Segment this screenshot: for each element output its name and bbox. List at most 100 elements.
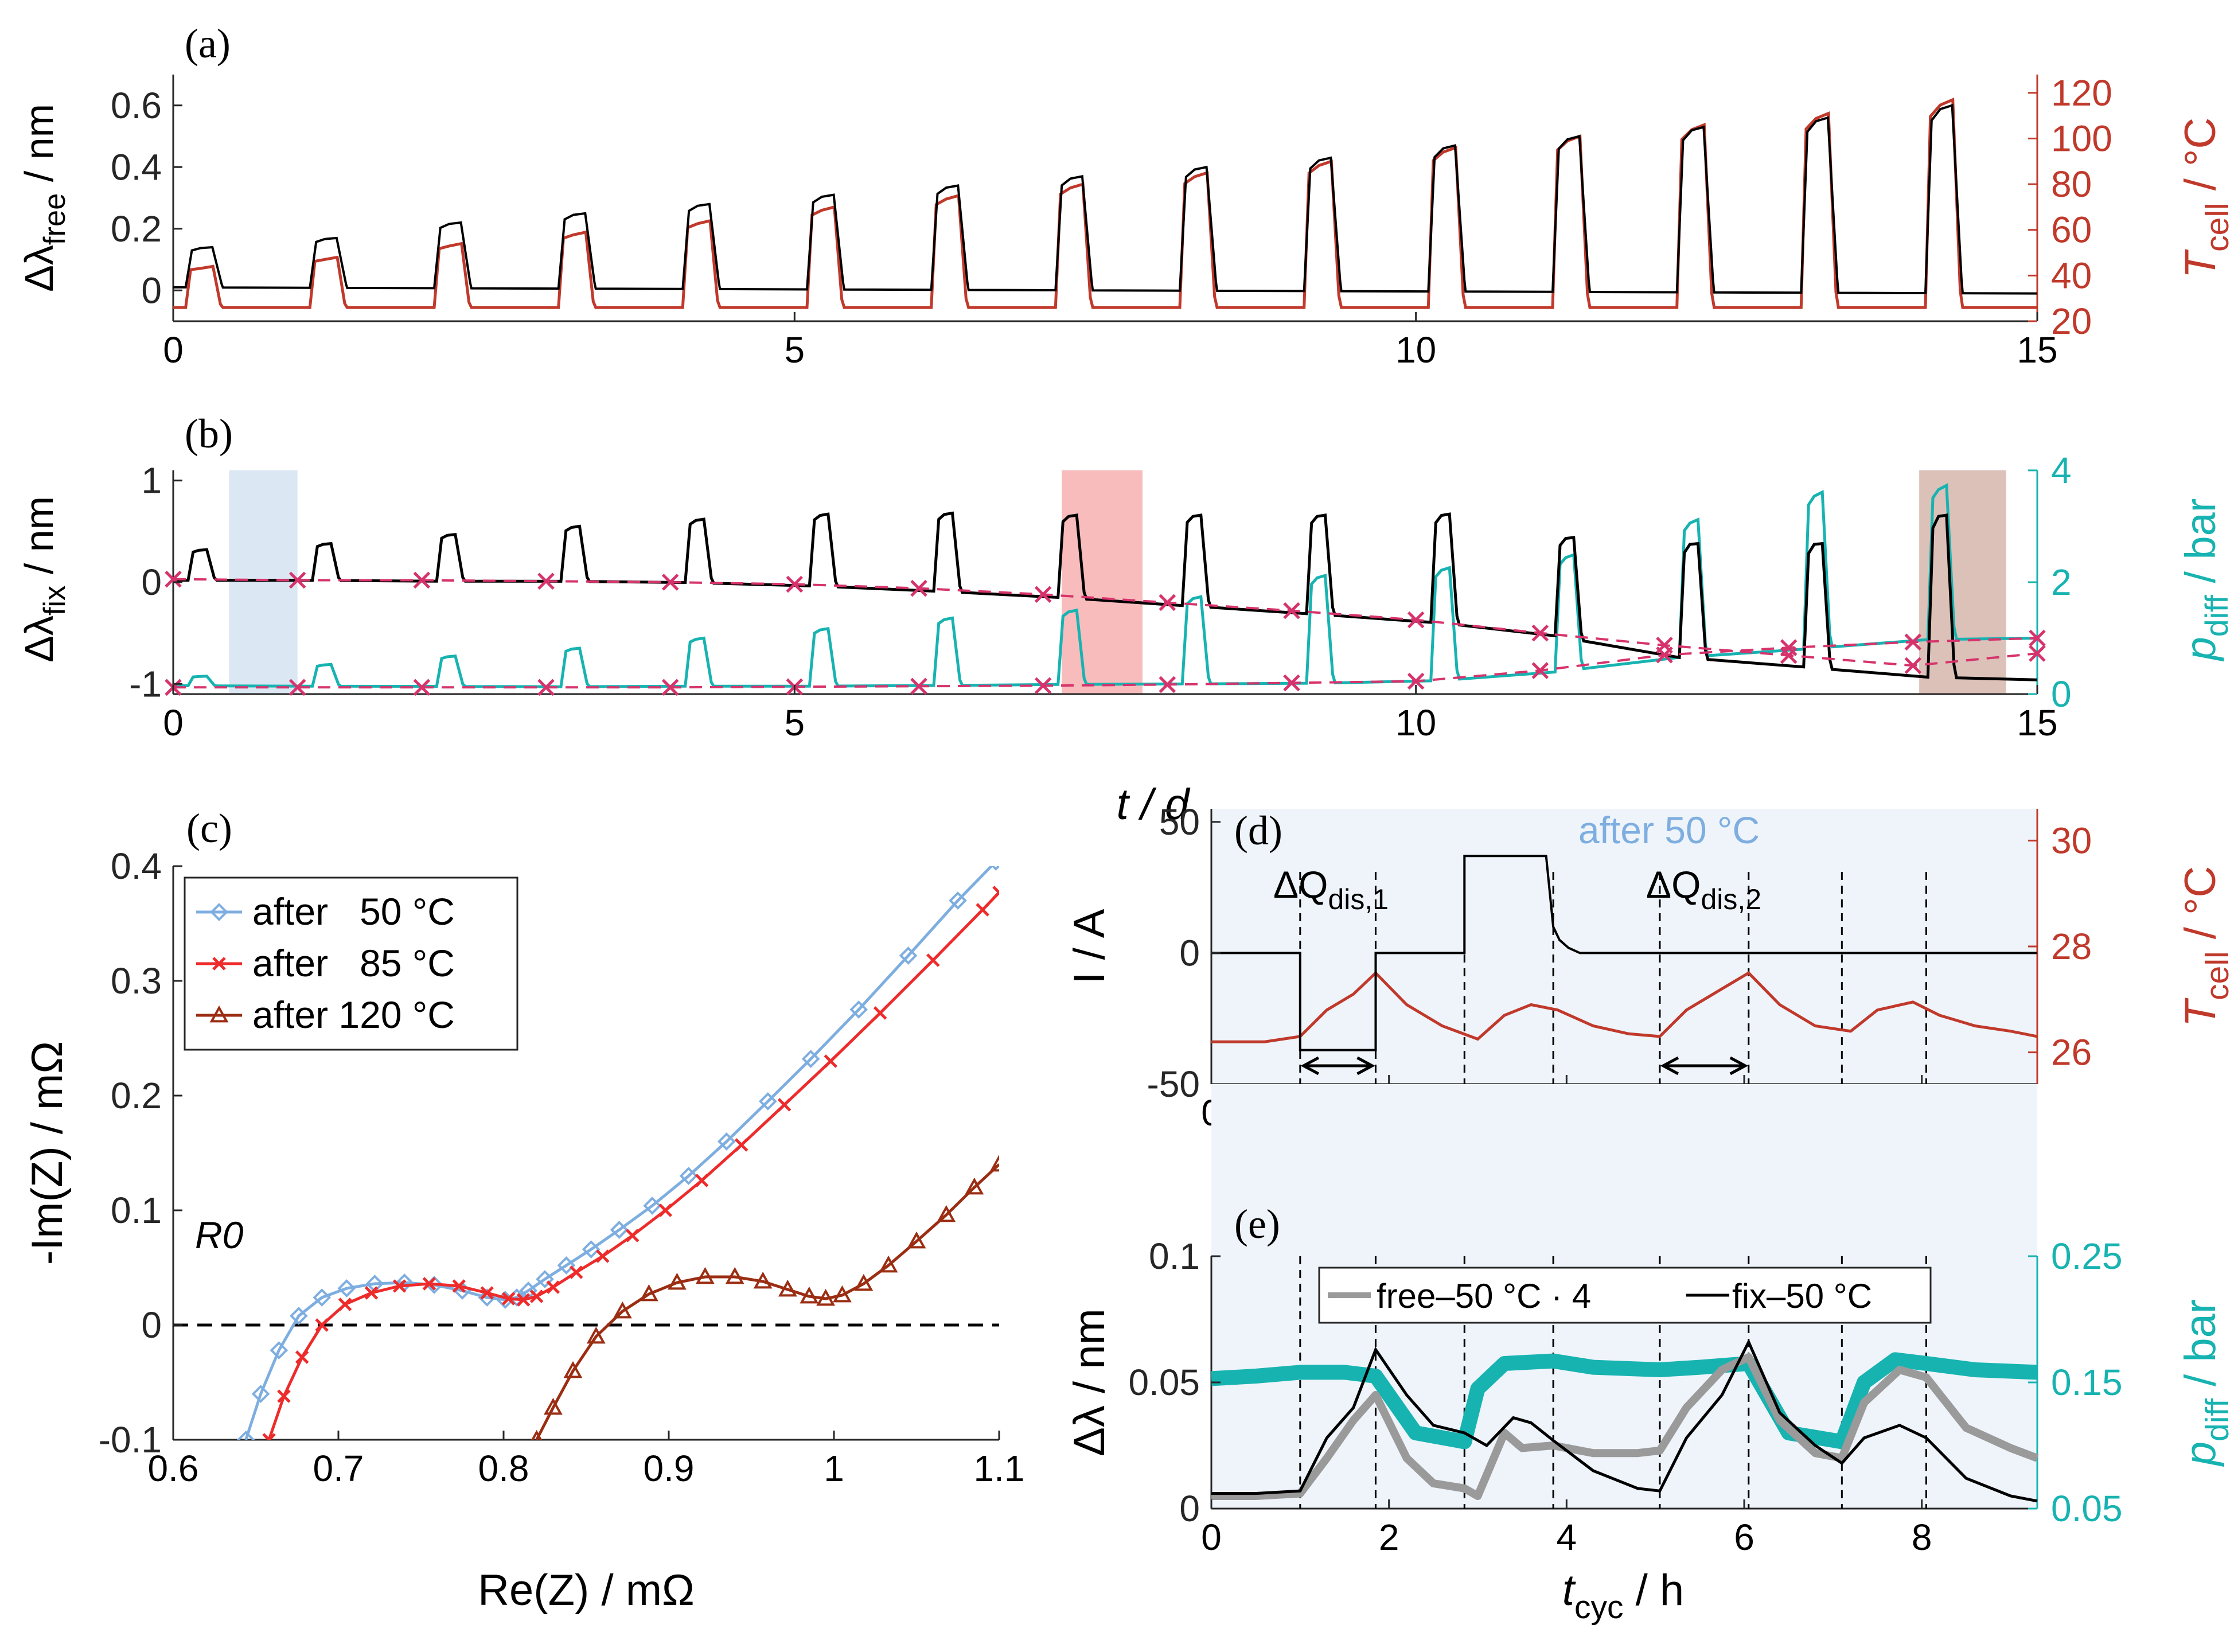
marker-diamond: [991, 866, 999, 871]
panel-a-right-ytick-label: 120: [2051, 72, 2112, 114]
panel-c-xtick-label: 1.1: [974, 1448, 1025, 1489]
delta-q-arrow-2: [1660, 1056, 1749, 1076]
series-t-cell-a: [173, 98, 2037, 309]
series-fix-50: [1211, 1338, 2038, 1503]
panel-b-ytick-label: -1: [129, 663, 162, 704]
panel-e-gap-background: [1211, 1084, 2037, 1256]
panel-c-xtick-label: 0.7: [313, 1448, 364, 1489]
series-triangle-line: [535, 1163, 999, 1440]
panel-d-ytick-label: 0: [1179, 932, 1200, 973]
panel-a-right-ytick-label: 60: [2051, 209, 2092, 251]
panel-d-right-ytick-label: 26: [2051, 1032, 2092, 1073]
marker-p-diff: [1034, 677, 1052, 695]
annotation-delta-q: ΔQdis,2: [1646, 863, 1761, 915]
marker-p-diff: [1407, 672, 1425, 690]
marker-triangle: [907, 1231, 926, 1249]
panel-e: free–50 °C · 4 fix–50 °C 0 2 4 6 8 0 0.05 0.1 0.05…: [1065, 1084, 2236, 1626]
panel-b-xtick-label: 10: [1395, 702, 1436, 743]
panel-a-right-ytick-label: 80: [2051, 163, 2092, 205]
panel-e-ytick-label: 0.1: [1149, 1236, 1200, 1277]
marker-delta-lambda-fix: [910, 579, 927, 597]
marker-x: [501, 1292, 516, 1306]
panel-c-ylabel: -Im(Z) / mΩ: [23, 1041, 72, 1265]
marker-x: [695, 1174, 709, 1187]
marker-diamond: [313, 1288, 332, 1307]
legend-box: [1318, 1267, 1932, 1324]
panel-label-c: (c): [186, 805, 232, 851]
marker-x: [277, 1389, 291, 1403]
marker-triangle: [989, 1154, 999, 1172]
shaded-region-1: [229, 470, 298, 694]
panel-e-ylabel-right: pdiff / bar: [2176, 1299, 2236, 1467]
panel-c-xtick-label: 0.6: [148, 1448, 199, 1489]
panel-e-xlabel: tcyc / h: [1562, 1566, 1684, 1626]
series-p-diff-e: [1211, 1352, 2038, 1450]
panel-a-ytick-label: 0.2: [111, 208, 162, 250]
marker-p-diff: [2029, 629, 2046, 647]
marker-delta-lambda-fix: [1780, 646, 1798, 664]
delta-q-arrow-1: [1300, 1056, 1375, 1076]
marker-delta-lambda-fix: [1283, 602, 1300, 620]
panel-c-series: [236, 866, 999, 1440]
panel-c-ytick-label: -0.1: [99, 1419, 162, 1460]
series-delta-lambda-fix: [173, 511, 2038, 681]
panel-c-ytick-label: 0: [141, 1304, 162, 1346]
panel-e-xtick-label: 0: [1201, 1517, 1222, 1558]
marker-diamond: [801, 1050, 820, 1068]
marker-x: [546, 1280, 560, 1294]
legend-label-fix: fix–50 °C: [1732, 1277, 1872, 1315]
marker-triangle: [800, 1286, 819, 1304]
panel-d-right-ytick-label: 28: [2051, 926, 2092, 967]
panel-e-right-ytick-label: 0.05: [2051, 1488, 2123, 1529]
marker-delta-lambda-fix: [661, 574, 679, 591]
marker-diamond: [290, 1307, 308, 1325]
panel-c-xtick-label: 1: [824, 1448, 844, 1489]
marker-diamond: [679, 1167, 698, 1185]
panel-e-ytick-label: 0: [1179, 1488, 1200, 1529]
panel-a-right-ytick-label: 20: [2051, 301, 2092, 342]
panel-a-right-ytick-label: 40: [2051, 255, 2092, 296]
marker-p-diff: [413, 679, 431, 696]
panel-b-ytick-label: 0: [141, 562, 162, 603]
marker-delta-lambda-fix: [288, 571, 306, 589]
panel-e-xtick-label: 4: [1557, 1517, 1577, 1558]
marker-x: [392, 1279, 407, 1293]
marker-x: [596, 1249, 610, 1263]
panel-label-d: (d): [1234, 808, 1282, 854]
marker-diamond: [557, 1256, 576, 1275]
panel-a-xtick-label: 10: [1395, 329, 1436, 371]
marker-p-diff: [910, 677, 927, 695]
panel-label-b: (b): [185, 411, 233, 457]
legend-label: after 85 °C: [252, 942, 455, 984]
panel-e-xtick-label: 2: [1379, 1517, 1399, 1558]
marker-delta-lambda-fix: [165, 570, 182, 588]
marker-p-diff: [1780, 639, 1798, 656]
panel-b-ylabel-right: pdiff / bar: [2177, 498, 2235, 662]
panel-e-ytick-label: 0.05: [1128, 1362, 1200, 1403]
marker-diamond: [251, 1385, 270, 1403]
panel-c: 0.6 0.7 0.8 0.9 1 1.1 -0.1 0 0.1 0.2 0.3 0.4 Re(Z) /…: [23, 846, 1024, 1615]
marker-delta-lambda-fix: [1159, 594, 1176, 611]
marker-diamond: [236, 1431, 255, 1440]
marker-diamond: [717, 1132, 736, 1151]
marker-p-diff: [661, 679, 679, 696]
marker-diamond: [758, 1092, 777, 1111]
panel-a-right-ytick-label: 100: [2051, 118, 2112, 159]
marker-x: [873, 1006, 887, 1020]
legend-marker-diamond: [210, 903, 228, 921]
panel-c-xtick-label: 0.8: [478, 1448, 529, 1489]
marker-delta-lambda-fix: [413, 571, 431, 589]
marker-x: [992, 886, 999, 899]
marker-triangle: [544, 1397, 563, 1415]
marker-diamond: [610, 1221, 629, 1239]
panel-c-ytick-label: 0.1: [111, 1190, 162, 1231]
panel-b-xtick-label: 0: [163, 702, 184, 743]
panel-c-ytick-label: 0.3: [111, 960, 162, 1002]
marker-triangle: [613, 1301, 632, 1319]
marker-x: [315, 1318, 329, 1332]
marker-x: [262, 1433, 276, 1440]
marker-p-diff: [1159, 676, 1176, 693]
marker-triangle: [753, 1271, 773, 1289]
marker-x: [926, 953, 940, 967]
marker-x: [625, 1229, 640, 1242]
